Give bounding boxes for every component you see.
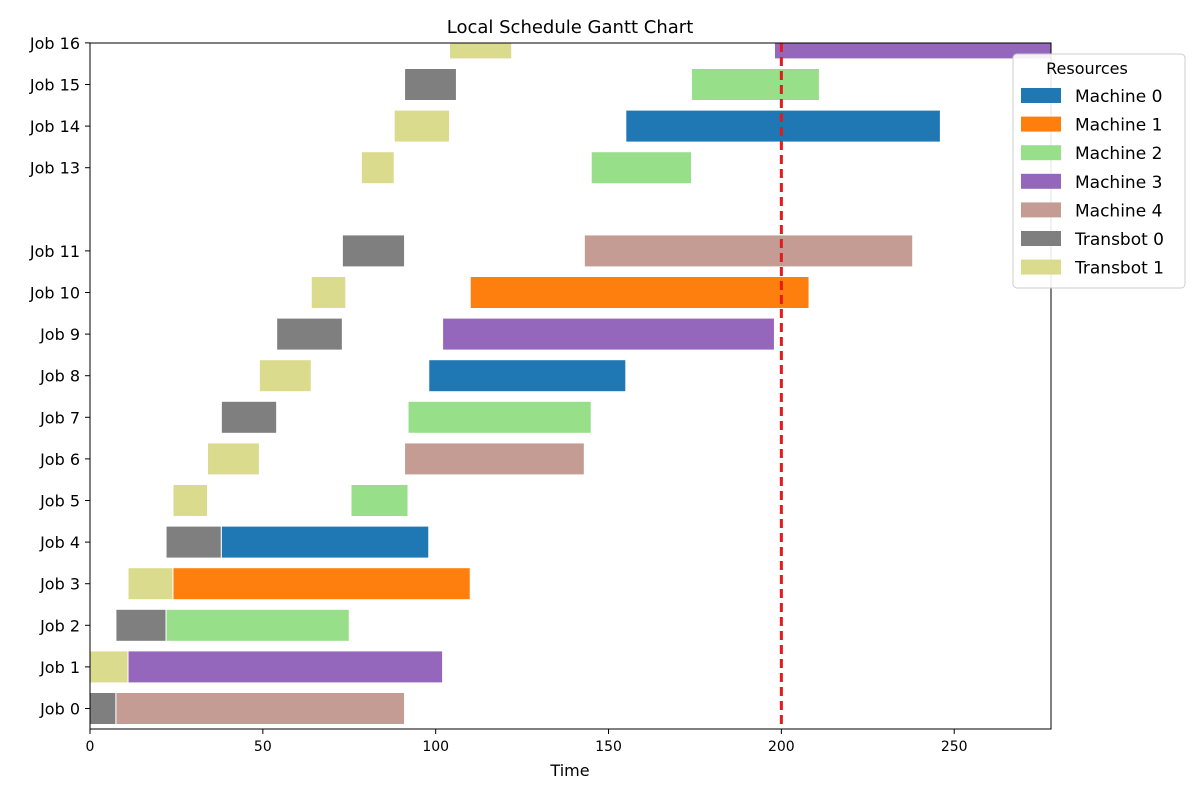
legend-swatch	[1021, 231, 1061, 246]
x-axis-label: Time	[549, 761, 589, 780]
gantt-bar-job8-machine-0	[428, 359, 627, 393]
gantt-bar-job16-machine-3	[773, 43, 1051, 60]
y-tick-label: Job 9	[39, 325, 80, 344]
legend-label: Transbot 1	[1074, 259, 1164, 279]
y-tick-label: Job 8	[39, 367, 80, 386]
gantt-bar-job3-transbot-1	[127, 567, 174, 601]
gantt-bar-job16-transbot-1	[449, 43, 513, 60]
legend-label: Machine 3	[1075, 173, 1162, 193]
gantt-bar-job15-machine-2	[690, 68, 820, 101]
legend-label: Machine 0	[1075, 87, 1162, 107]
y-tick-label: Job 13	[29, 159, 80, 178]
x-tick-label: 50	[254, 739, 272, 755]
y-tick-label: Job 4	[39, 533, 80, 552]
gantt-bar-job13-machine-2	[590, 151, 692, 185]
legend-box	[1012, 53, 1186, 289]
gantt-bar-job11-transbot-0	[341, 234, 406, 268]
plot-frame	[89, 42, 1052, 730]
gantt-bar-job15-transbot-0	[404, 68, 457, 101]
legend-swatch	[1021, 145, 1061, 161]
y-tick-label: Job 11	[29, 242, 80, 261]
gantt-bar-job0-machine-4	[115, 692, 406, 725]
y-tick-label: Job 1	[39, 658, 80, 677]
bars-layer	[90, 43, 1051, 725]
gantt-bar-job5-machine-2	[350, 484, 409, 517]
legend-swatch	[1021, 116, 1061, 132]
gantt-bar-job7-machine-2	[407, 400, 592, 434]
gantt-bar-job3-machine-1	[172, 567, 471, 601]
legend-swatch	[1021, 88, 1061, 103]
gantt-bar-job4-machine-0	[220, 525, 430, 559]
gantt-bar-job11-machine-4	[583, 234, 914, 268]
gantt-bar-job10-transbot-1	[310, 276, 347, 309]
gantt-bar-job9-transbot-0	[276, 317, 343, 351]
x-tick-label: 0	[86, 739, 95, 755]
gantt-bar-job6-machine-4	[404, 442, 585, 476]
y-tick-label: Job 14	[29, 117, 80, 136]
y-tick-label: Job 3	[39, 575, 80, 594]
gantt-bar-job2-machine-2	[165, 608, 350, 642]
gantt-bar-job8-transbot-1	[258, 359, 312, 393]
y-tick-label: Job 5	[39, 492, 80, 511]
gantt-bar-job5-transbot-1	[172, 484, 209, 517]
y-tick-label: Job 2	[39, 616, 80, 635]
legend-swatch	[1021, 173, 1061, 189]
legend-swatch	[1021, 259, 1061, 275]
x-tick-label: 200	[768, 739, 795, 755]
gantt-bar-job2-transbot-0	[115, 608, 167, 642]
legend-swatch	[1021, 202, 1061, 218]
gantt-bar-job14-machine-0	[625, 109, 941, 143]
y-tick-label: Job 16	[29, 34, 80, 53]
x-tick-label: 150	[595, 739, 622, 755]
y-tick-label: Job 7	[39, 408, 80, 427]
gantt-bar-job10-machine-1	[469, 276, 810, 309]
gantt-bar-job1-transbot-1	[90, 650, 129, 684]
x-tick-label: 250	[941, 739, 968, 755]
x-tick-label: 100	[422, 739, 449, 755]
gantt-bar-job9-machine-3	[442, 317, 775, 351]
gantt-bar-job4-transbot-0	[165, 525, 222, 559]
gantt-bar-job6-transbot-1	[207, 442, 260, 476]
legend-label: Machine 2	[1075, 144, 1162, 164]
legend-title: Resources	[1046, 59, 1128, 78]
chart-title: Local Schedule Gantt Chart	[447, 17, 694, 38]
gantt-bar-job0-transbot-0	[90, 692, 117, 725]
y-axis: Job 0 Job 1 Job 2 Job 3 Job 4 Job 5 Job 6 Job 7…	[29, 34, 90, 719]
y-tick-label: Job 6	[39, 450, 80, 469]
legend: Resources Machine 0 Machine 1 Machine 2 Mach…	[1012, 53, 1186, 289]
gantt-bar-job7-transbot-0	[220, 400, 278, 434]
gantt-bar-job14-transbot-1	[393, 109, 451, 143]
y-tick-label: Job 15	[29, 76, 80, 95]
x-axis: 0 50 100 150 200 250	[86, 729, 968, 755]
y-tick-label: Job 10	[29, 284, 80, 303]
legend-label: Machine 4	[1075, 201, 1162, 221]
y-tick-label: Job 0	[39, 700, 80, 719]
legend-label: Machine 1	[1075, 116, 1162, 136]
gantt-bar-job13-transbot-1	[360, 151, 395, 185]
gantt-bar-job1-machine-3	[127, 650, 444, 684]
legend-label: Transbot 0	[1074, 230, 1164, 250]
